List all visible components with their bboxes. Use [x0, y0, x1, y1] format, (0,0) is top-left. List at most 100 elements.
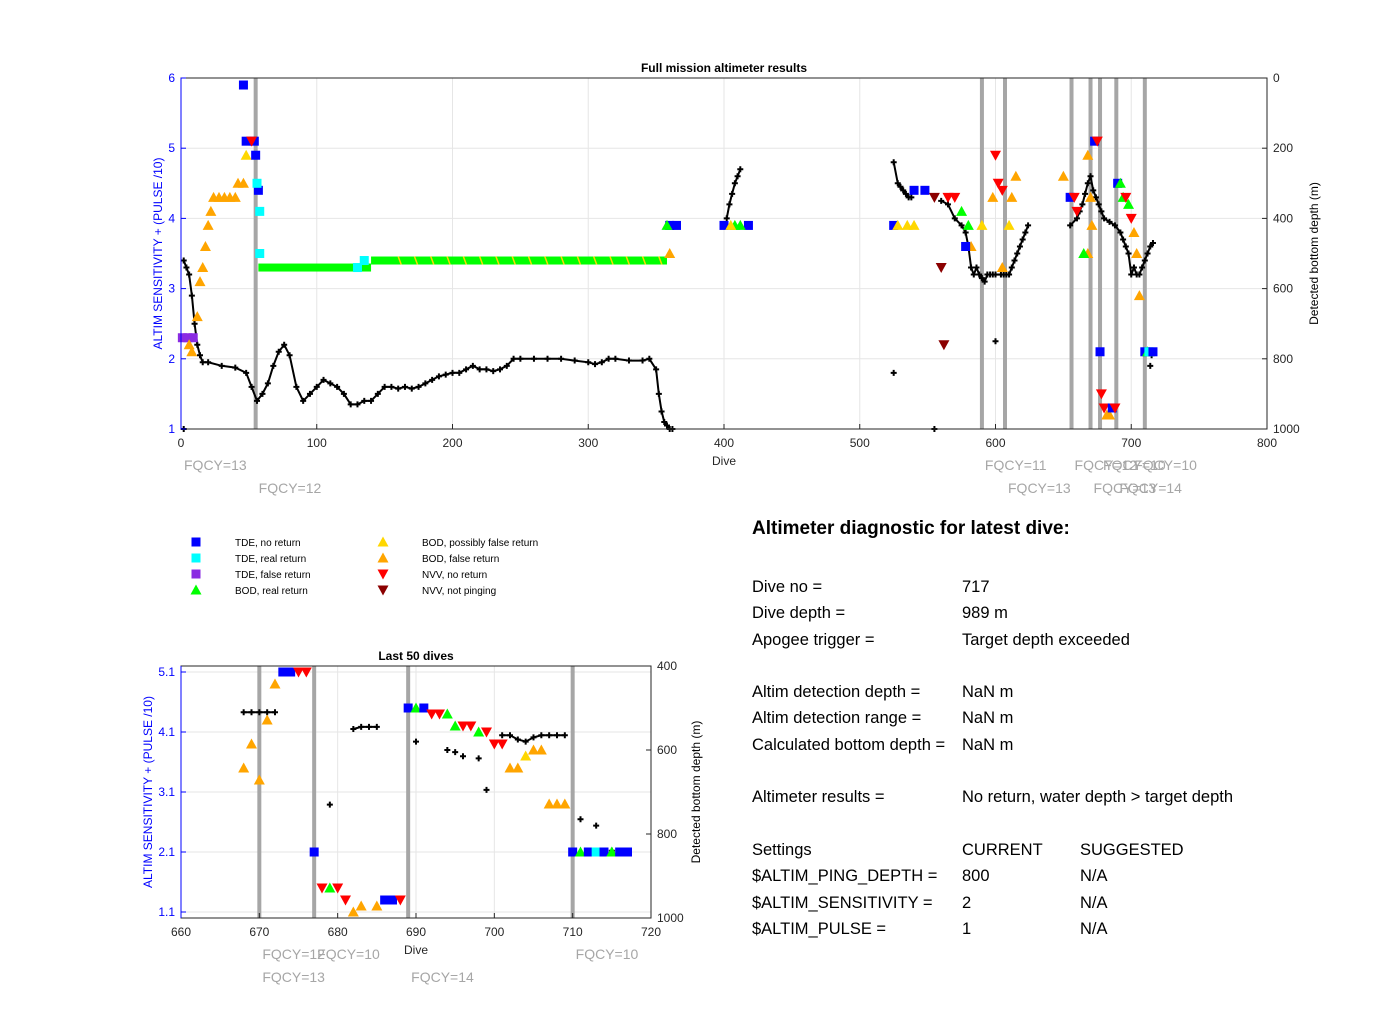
- marker-bod_false: [191, 311, 203, 322]
- marker-bod_real: [449, 720, 461, 731]
- apogee-label: Apogee trigger =: [752, 630, 875, 649]
- depth-point: [1130, 264, 1137, 271]
- depth-point: [514, 736, 521, 743]
- marker-tde_no: [1095, 347, 1105, 357]
- y-left-tick-label: 5: [168, 141, 175, 155]
- marker-bod_false: [535, 744, 547, 755]
- x-tick-label: 700: [484, 925, 504, 939]
- marker-nvv_not: [928, 192, 940, 203]
- marker-bod_false: [1131, 248, 1143, 258]
- marker-tde_no: [889, 220, 899, 230]
- depth-point: [1087, 173, 1094, 180]
- depth-point: [415, 383, 422, 390]
- bod-possibly-hatch: [625, 256, 630, 265]
- det-depth-row: Altim detection depth = NaN m: [752, 679, 1372, 705]
- dive-no-label: Dive no =: [752, 578, 823, 596]
- bod-possibly-hatch: [511, 256, 516, 265]
- depth-point: [571, 357, 578, 364]
- y-left-axis-label: ALTIM SENSITIVITY + (PULSE /10): [151, 158, 165, 350]
- marker-tde_no: [253, 185, 263, 195]
- y-left-tick-label: 3.1: [158, 785, 175, 799]
- x-tick-label: 690: [406, 925, 426, 939]
- bod-real-band: [371, 256, 667, 265]
- marker-bod_real: [962, 219, 974, 230]
- depth-point: [483, 786, 490, 793]
- legend: TDE, no return TDE, real return TDE, false…: [190, 536, 538, 597]
- marker-bod_real: [324, 882, 336, 893]
- marker-bod_false: [246, 738, 257, 749]
- marker-tde_no: [403, 703, 413, 713]
- marker-bod_false: [261, 714, 273, 725]
- depth-point: [243, 369, 250, 376]
- y-right-tick-label: 800: [657, 827, 677, 841]
- depth-point: [729, 190, 736, 197]
- depth-point: [577, 816, 584, 823]
- marker-bod_false: [528, 744, 539, 755]
- marker-bod_false: [237, 177, 249, 188]
- depth-point: [592, 361, 599, 368]
- marker-tde_no: [251, 150, 261, 160]
- marker-nvv_no: [1125, 213, 1137, 224]
- bod-possibly-hatch: [560, 256, 565, 265]
- marker-tde_no: [238, 80, 248, 90]
- depth-point: [469, 362, 476, 369]
- legend-label: BOD, possibly false return: [422, 538, 538, 549]
- y-left-tick-label: 6: [168, 71, 175, 85]
- depth-point: [381, 383, 388, 390]
- depth-point: [1147, 243, 1154, 250]
- depth-point: [1011, 257, 1018, 264]
- fqcy-label: FQCY=11: [985, 457, 1047, 473]
- marker-tde_real: [191, 553, 201, 563]
- marker-bod_real: [956, 205, 968, 216]
- marker-bod_false: [1133, 290, 1145, 301]
- marker-bod_false: [371, 900, 383, 911]
- depth-point: [1079, 201, 1086, 208]
- depth-point: [1117, 229, 1124, 236]
- marker-bod_false: [996, 262, 1008, 273]
- bod-possibly-hatch: [576, 256, 582, 265]
- y-left-tick-label: 3: [168, 282, 175, 296]
- depth-point: [1101, 215, 1108, 222]
- depth-point: [1098, 208, 1105, 215]
- results-row: Altimeter results = No return, water dept…: [752, 784, 1372, 810]
- setting-current: 800: [962, 867, 990, 886]
- depth-point: [483, 366, 490, 373]
- bod-real-band: [258, 263, 372, 272]
- marker-bod_false: [186, 346, 198, 357]
- x-tick-label: 660: [171, 925, 191, 939]
- marker-bod_real: [606, 846, 618, 857]
- det-range-label: Altim detection range =: [752, 709, 922, 728]
- marker-tde_no: [241, 136, 251, 146]
- x-tick-label: 300: [578, 436, 598, 450]
- fqcy-label: FQCY=14: [411, 969, 474, 985]
- dive-depth-label: Dive depth =: [752, 604, 846, 623]
- marker-bod_real: [734, 219, 746, 230]
- depth-point: [361, 397, 368, 404]
- calc-depth-label: Calculated bottom depth =: [752, 735, 946, 754]
- marker-bod_possibly: [520, 750, 532, 761]
- marker-tde_real: [591, 847, 601, 857]
- depth-point: [970, 271, 977, 278]
- marker-bod_possibly: [725, 219, 737, 230]
- depth-point: [306, 390, 313, 397]
- y-left-tick-label: 1.1: [158, 905, 175, 919]
- y-left-tick-label: 4.1: [158, 725, 175, 739]
- marker-tde_no: [671, 220, 681, 230]
- marker-tde_no: [1065, 192, 1075, 202]
- marker-bod_possibly: [240, 149, 252, 160]
- depth-point: [248, 383, 255, 390]
- depth-point: [530, 355, 537, 362]
- marker-bod_false: [194, 276, 206, 287]
- fqcy-label: FQCY=10: [576, 946, 639, 962]
- dive-no-row: Dive no = 717: [752, 574, 1372, 600]
- marker-tde_no: [920, 185, 930, 195]
- y-right-tick-label: 600: [1273, 282, 1293, 296]
- x-tick-label: 700: [1121, 436, 1141, 450]
- depth-point: [1122, 243, 1129, 250]
- marker-bod_false: [1057, 170, 1069, 181]
- fqcy-label: FQCY=12: [259, 480, 322, 496]
- depth-point: [962, 229, 969, 236]
- depth-point: [661, 418, 668, 425]
- marker-bod_possibly: [908, 219, 920, 230]
- depth-point: [232, 364, 239, 371]
